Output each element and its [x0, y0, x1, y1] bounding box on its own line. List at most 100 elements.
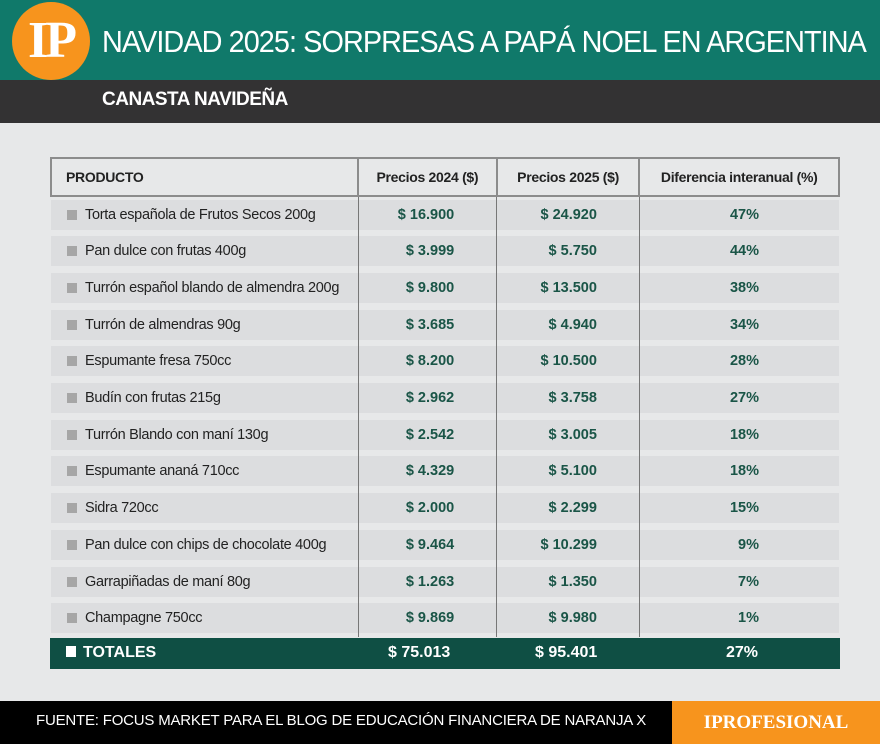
cell-value: $ 9.464	[405, 536, 455, 553]
cell-value: $ 9.800	[405, 280, 455, 297]
table-cell: Sidra 720cc	[51, 490, 358, 527]
table-cell: $ 2.962	[357, 379, 497, 417]
table-cell: 7%	[638, 563, 839, 600]
square-bullet-icon	[67, 466, 77, 477]
square-bullet-icon	[67, 613, 77, 624]
cell-value: $ 24.920	[540, 207, 597, 223]
square-bullet-icon	[67, 393, 77, 404]
product-name: Turrón Blando con maní 130g	[85, 426, 269, 443]
table-cell: 15%	[638, 489, 839, 527]
cell-value: $ 10.500	[540, 353, 597, 370]
table-cell: $ 9.800	[357, 269, 497, 307]
table-cell: $ 2.299	[496, 489, 640, 527]
totals-diff: 27%	[726, 644, 759, 661]
table-row: Pan dulce con chips de chocolate 400g $ 9…	[51, 526, 839, 564]
square-bullet-icon	[67, 246, 77, 257]
totals-row: TOTALES $ 75.013 $ 95.401 27%	[50, 638, 840, 669]
cell-value: $ 5.750	[548, 243, 597, 260]
table-cell: Turrón Blando con maní 130g	[51, 416, 358, 453]
product-name: Budín con frutas 215g	[85, 390, 221, 407]
table-cell: $ 3.999	[357, 233, 497, 270]
table-row: Espumante ananá 710cc $ 4.329 $ 5.100 18%	[51, 453, 839, 490]
table-row: Torta española de Frutos Secos 200g $ 16.…	[51, 196, 839, 233]
cell-value: $ 4.940	[548, 316, 597, 333]
table-cell: 27%	[638, 379, 839, 417]
table-cell: $ 10.299	[496, 526, 640, 564]
square-bullet-icon	[67, 429, 77, 440]
table-cell: Pan dulce con chips de chocolate 400g	[51, 527, 358, 564]
table-cell: $ 8.200	[357, 343, 497, 380]
table-row: Espumante fresa 750cc $ 8.200 $ 10.500 28%	[51, 343, 839, 380]
header-bar	[0, 0, 880, 80]
square-bullet-icon	[66, 646, 76, 657]
table-cell: 1%	[638, 599, 839, 637]
cell-value: $ 3.758	[548, 390, 597, 407]
table-cell: Pan dulce con frutas 400g	[51, 233, 358, 270]
table-cell: $ 3.758	[496, 379, 640, 417]
cell-value: 28%	[729, 353, 759, 370]
square-bullet-icon	[67, 210, 77, 220]
product-name: Pan dulce con chips de chocolate 400g	[85, 536, 327, 553]
cell-value: 9%	[738, 536, 759, 553]
cell-value: 27%	[729, 390, 759, 407]
table-row: Turrón Blando con maní 130g $ 2.542 $ 3.00…	[51, 416, 839, 454]
table-cell: 9%	[638, 526, 839, 564]
cell-value: $ 2.542	[405, 426, 455, 443]
cell-value: $ 2.962	[405, 390, 455, 407]
product-name: Sidra 720cc	[85, 500, 159, 517]
table-row: Pan dulce con frutas 400g $ 3.999 $ 5.750 4…	[51, 233, 839, 270]
table-cell: Torta española de Frutos Secos 200g	[51, 196, 358, 233]
table-cell: $ 5.100	[496, 453, 640, 490]
cell-value: $ 3.685	[405, 316, 455, 333]
cell-value: $ 2.299	[548, 500, 597, 517]
cell-value: 18%	[729, 463, 759, 480]
table-row: Garrapiñadas de maní 80g $ 1.263 $ 1.350 7%	[51, 563, 839, 600]
cell-value: 18%	[729, 426, 759, 443]
table-row: Turrón de almendras 90g $ 3.685 $ 4.940 34%	[51, 306, 839, 344]
cell-value: 47%	[729, 207, 759, 223]
table-cell: $ 3.685	[357, 306, 497, 344]
square-bullet-icon	[67, 356, 77, 367]
table-cell: 44%	[638, 233, 839, 270]
table-cell: $ 9.980	[496, 599, 640, 637]
product-name: Champagne 750cc	[85, 610, 203, 627]
table-cell: $ 2.542	[357, 416, 497, 454]
table-row: Turrón español blando de almendra 200g $ …	[51, 269, 839, 307]
table-cell: Espumante fresa 750cc	[51, 343, 358, 380]
price-table: PRODUCTO Precios 2024 ($) Precios 2025 ($)…	[49, 157, 840, 637]
cell-value: $ 4.329	[405, 463, 455, 480]
cell-value: $ 3.005	[548, 426, 597, 443]
column-header: Precios 2025 ($)	[495, 157, 641, 197]
product-name: Garrapiñadas de maní 80g	[85, 573, 251, 590]
table-cell: $ 16.900	[357, 196, 497, 233]
cell-value: $ 16.900	[397, 207, 455, 223]
cell-value: 1%	[738, 610, 759, 627]
table-cell: Budín con frutas 215g	[51, 380, 358, 417]
table-cell: $ 13.500	[496, 269, 640, 307]
totals-2025: $ 95.401	[535, 644, 598, 661]
table-cell: 28%	[638, 343, 839, 380]
column-header: PRODUCTO	[49, 157, 360, 197]
table-cell: Garrapiñadas de maní 80g	[51, 563, 358, 600]
cell-value: 44%	[729, 243, 759, 260]
table-cell: $ 2.000	[357, 489, 497, 527]
cell-value: $ 1.263	[405, 573, 455, 590]
table-cell: $ 1.350	[496, 563, 640, 600]
page-subtitle: CANASTA NAVIDEÑA	[102, 89, 288, 110]
cell-value: $ 9.980	[548, 610, 597, 627]
totals-label: TOTALES	[83, 644, 157, 661]
source-note: FUENTE: FOCUS MARKET PARA EL BLOG DE EDU…	[36, 712, 647, 729]
square-bullet-icon	[67, 539, 77, 550]
table-cell: $ 5.750	[496, 233, 640, 270]
square-bullet-icon	[67, 283, 77, 294]
cell-value: $ 2.000	[405, 500, 455, 517]
product-name: Espumante ananá 710cc	[85, 463, 240, 480]
table-cell: $ 9.869	[357, 599, 497, 637]
table-row: Champagne 750cc $ 9.869 $ 9.980 1%	[51, 599, 839, 637]
table-cell: $ 10.500	[496, 343, 640, 380]
product-name: Torta española de Frutos Secos 200g	[85, 207, 316, 223]
product-name: Pan dulce con frutas 400g	[85, 243, 246, 260]
table-cell: 18%	[638, 453, 839, 490]
table-cell: Espumante ananá 710cc	[51, 453, 358, 490]
subheader-bar	[0, 80, 880, 123]
